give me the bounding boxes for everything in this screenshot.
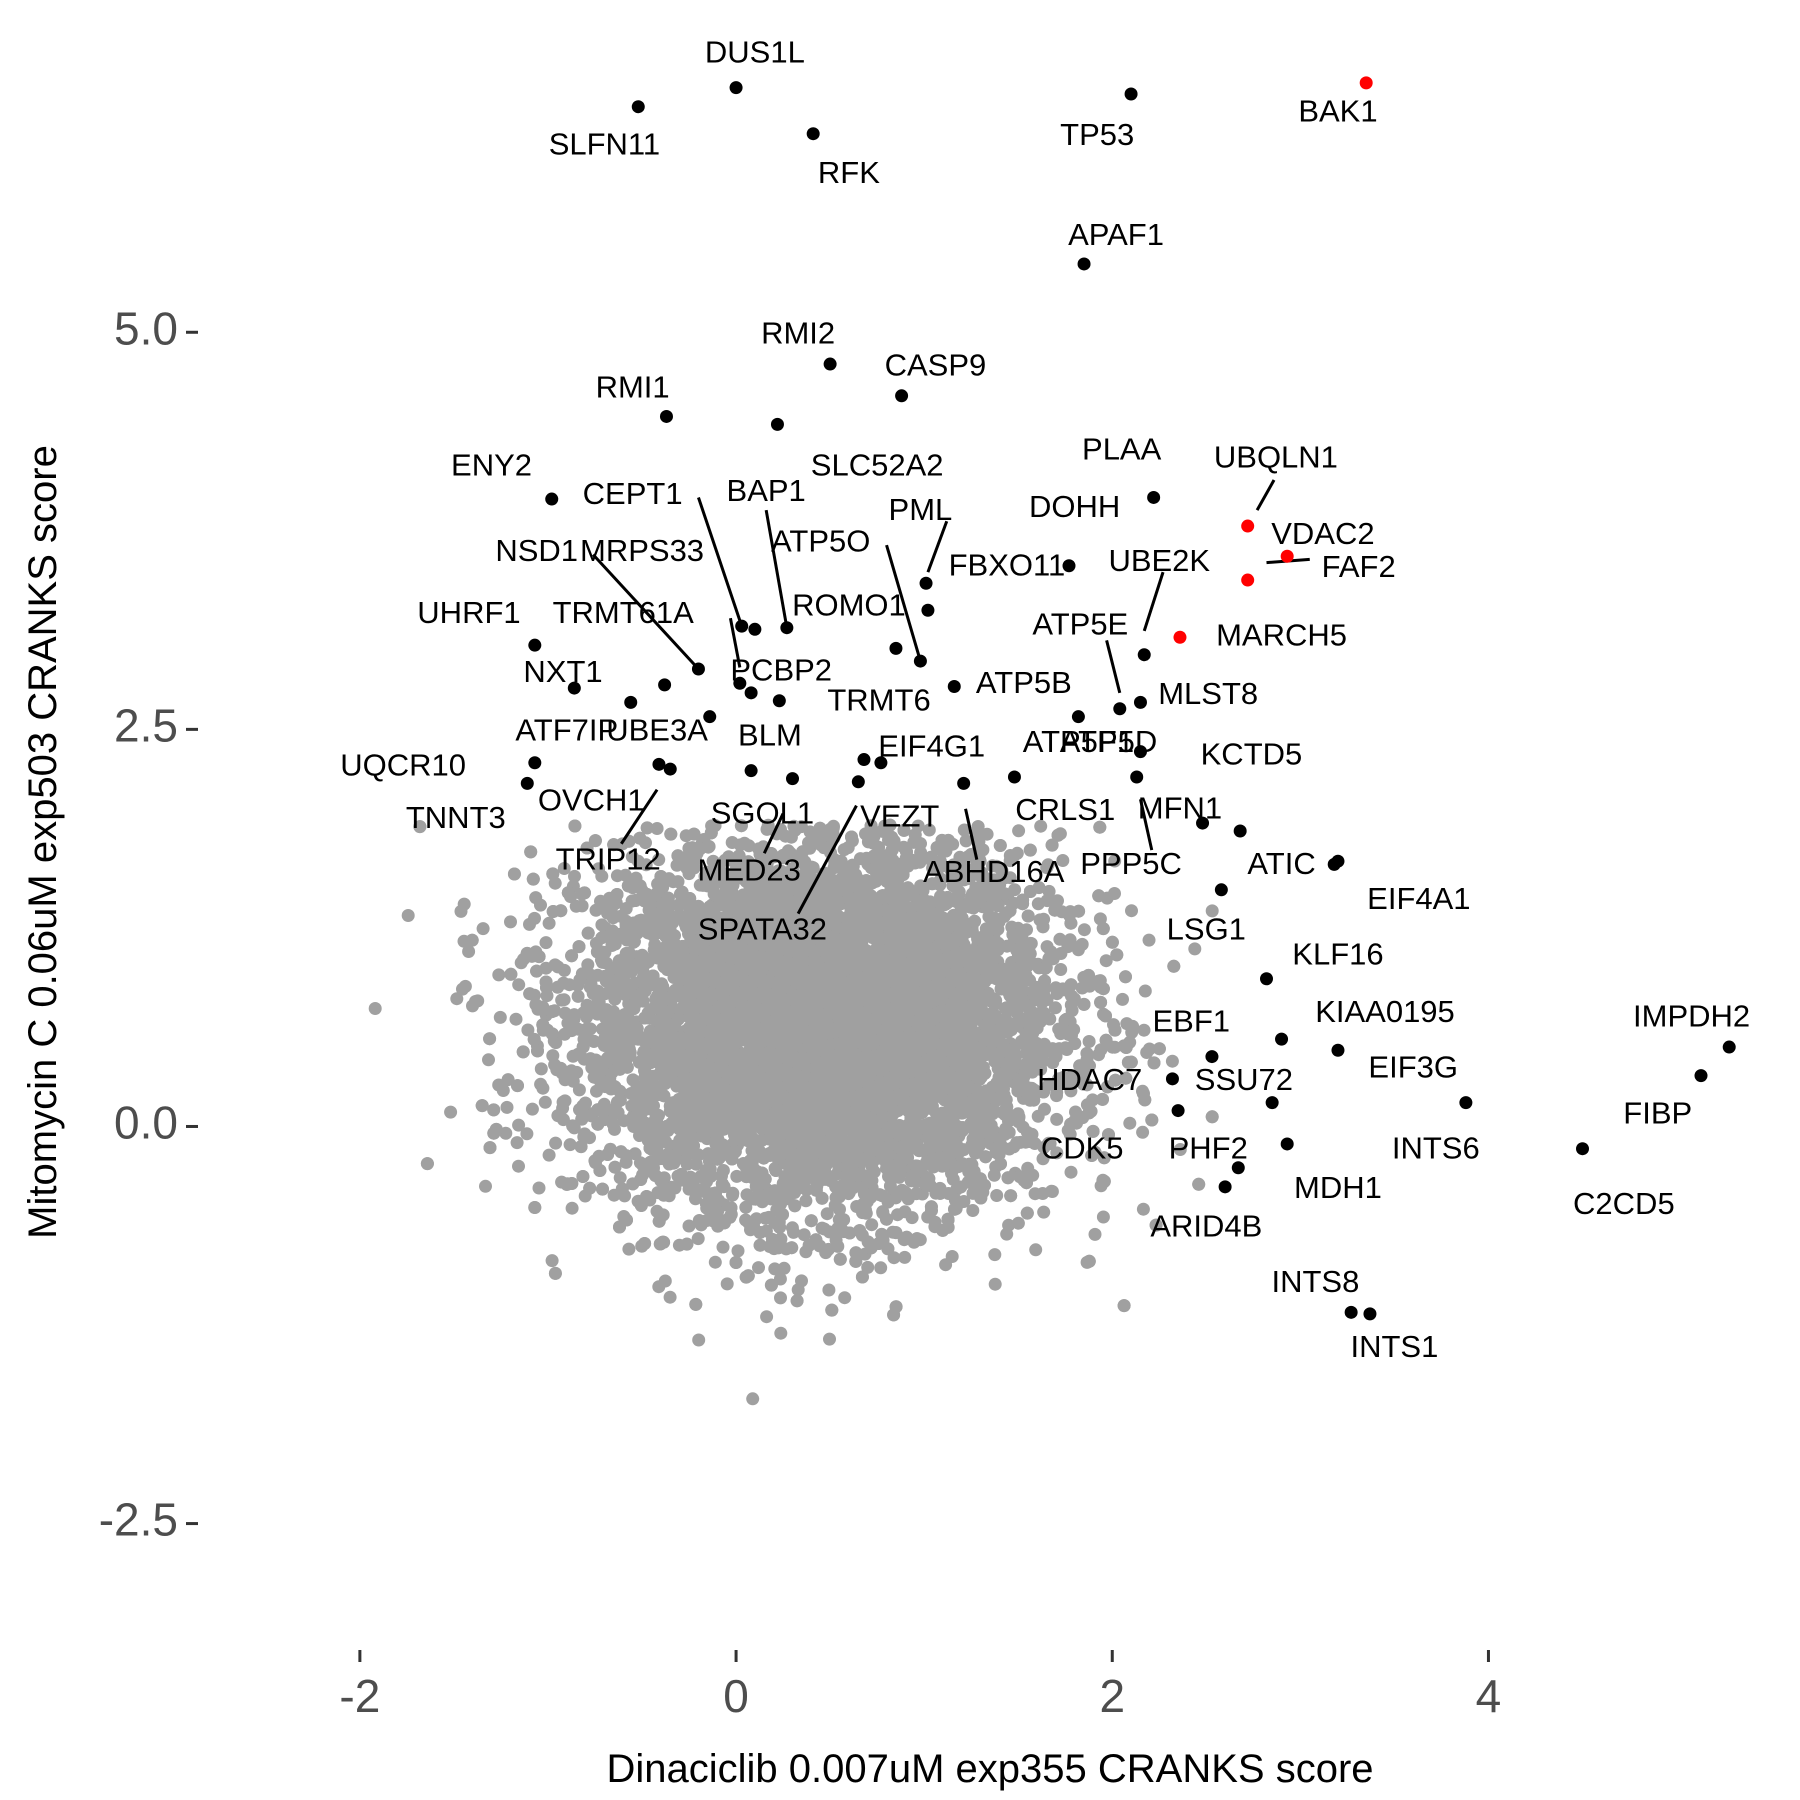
- background-point: [1037, 1205, 1051, 1219]
- background-point: [520, 1127, 534, 1141]
- background-point: [542, 916, 556, 930]
- background-point: [682, 1219, 696, 1233]
- background-point: [558, 1027, 572, 1041]
- background-point: [525, 1102, 539, 1116]
- background-point: [1096, 1210, 1110, 1224]
- background-point: [1188, 942, 1202, 956]
- background-point: [720, 1277, 734, 1291]
- background-point: [575, 899, 589, 913]
- background-point: [692, 1333, 706, 1347]
- background-point: [691, 1232, 705, 1246]
- background-point: [797, 1228, 811, 1242]
- background-point: [1056, 854, 1070, 867]
- background-point: [622, 1242, 636, 1256]
- background-point: [476, 922, 490, 936]
- background-point: [462, 945, 476, 958]
- background-point: [1075, 937, 1089, 951]
- background-point: [768, 1262, 782, 1276]
- background-point: [1011, 1216, 1025, 1230]
- background-point: [874, 1261, 888, 1275]
- background-point: [990, 1189, 1004, 1202]
- background-point: [613, 1171, 627, 1185]
- background-point: [565, 1201, 579, 1215]
- background-point: [1137, 1023, 1151, 1037]
- background-point: [1123, 1116, 1137, 1130]
- background-point: [1029, 1243, 1043, 1257]
- background-point: [838, 1291, 852, 1305]
- background-point: [545, 1254, 559, 1268]
- background-point: [1140, 1046, 1154, 1059]
- background-point: [493, 1010, 507, 1024]
- background-point: [1012, 824, 1026, 838]
- background-point: [1165, 1054, 1179, 1068]
- background-point: [500, 1100, 514, 1114]
- background-point: [823, 1332, 836, 1346]
- background-point: [742, 839, 756, 853]
- background-point: [549, 1136, 563, 1150]
- background-point: [1082, 1035, 1096, 1048]
- background-point: [1136, 1202, 1150, 1216]
- background-point: [774, 1326, 788, 1340]
- background-point: [501, 1073, 515, 1087]
- background-point: [746, 1392, 760, 1406]
- background-point: [650, 822, 664, 835]
- background-point: [1077, 923, 1091, 937]
- background-point: [760, 1310, 774, 1324]
- background-point: [401, 909, 415, 922]
- background-point: [1050, 1146, 1064, 1160]
- background-point: [829, 1233, 843, 1247]
- background-point: [512, 1118, 526, 1132]
- background-point: [512, 978, 526, 992]
- background-point: [504, 915, 517, 929]
- background-point: [512, 1159, 525, 1173]
- background-point: [509, 1012, 523, 1026]
- background-point: [633, 1156, 647, 1170]
- background-point: [1064, 1165, 1078, 1179]
- background-point: [663, 1290, 677, 1304]
- background-point: [1125, 904, 1138, 918]
- background-point: [1020, 923, 1033, 937]
- background-point: [652, 853, 666, 867]
- background-point: [532, 1181, 546, 1195]
- background-points-layer: [368, 818, 1219, 1406]
- background-point: [905, 1211, 919, 1225]
- background-point: [538, 1095, 552, 1109]
- background-point: [898, 1250, 912, 1264]
- background-point: [799, 1245, 813, 1259]
- background-point: [368, 1002, 382, 1015]
- background-point: [819, 1246, 833, 1260]
- background-point: [1050, 1112, 1064, 1126]
- background-point: [939, 1258, 953, 1272]
- background-point: [799, 1194, 813, 1208]
- background-point: [752, 1261, 765, 1275]
- background-point: [777, 1261, 791, 1275]
- background-point: [521, 1023, 535, 1037]
- background-point: [479, 1179, 492, 1193]
- background-point: [987, 1168, 1001, 1182]
- background-point: [1099, 954, 1113, 968]
